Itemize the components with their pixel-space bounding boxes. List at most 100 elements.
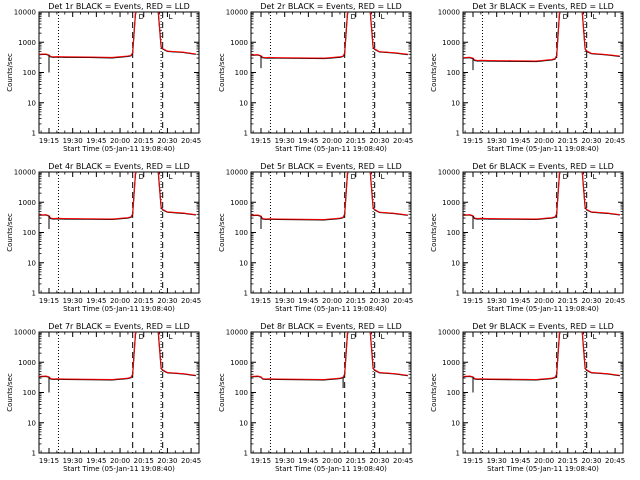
x-tick-label: 20:45	[181, 457, 201, 465]
x-tick-label: 20:15	[558, 457, 578, 465]
flag-marker: L	[169, 13, 173, 21]
panel-title: Det 4r BLACK = Events, RED = LLD	[48, 162, 190, 171]
x-tick-label: 19:30	[63, 297, 83, 305]
x-axis-label: Start Time (05-Jan-11 19:08:40)	[63, 465, 175, 473]
flag-marker: L	[169, 173, 173, 181]
detector-panel-9: Det 9r BLACK = Events, RED = LLD 1 10 100 10…	[430, 322, 625, 473]
y-tick-label: 100	[235, 389, 248, 397]
x-axis-label: Start Time (05-Jan-11 19:08:40)	[487, 145, 599, 153]
lld-series-line	[251, 172, 408, 220]
x-tick-label: 19:30	[275, 137, 295, 145]
x-tick-label: 20:45	[605, 297, 625, 305]
x-tick-label: 20:00	[534, 297, 554, 305]
y-axis-label: Counts/sec	[430, 53, 438, 92]
y-tick-label: 10000	[438, 329, 460, 337]
detector-panel-2: Det 2r BLACK = Events, RED = LLD 1 10 100 10…	[218, 2, 413, 153]
y-axis-label: Counts/sec	[218, 213, 226, 252]
y-tick-label: 10	[239, 419, 248, 427]
plot-frame	[38, 11, 200, 134]
flag-marker: L	[593, 173, 597, 181]
y-tick-label: 1000	[230, 359, 248, 367]
y-tick-label: 1	[244, 130, 248, 138]
series-group	[39, 332, 196, 393]
flag-marker: D	[351, 13, 356, 21]
x-tick-label: 20:15	[346, 457, 366, 465]
x-axis-label: Start Time (05-Jan-11 19:08:40)	[275, 305, 387, 313]
flag-marker: D	[139, 13, 144, 21]
detector-panel-8: Det 8r BLACK = Events, RED = LLD 1 10 100 10…	[218, 322, 413, 473]
y-axis-label: Counts/sec	[6, 53, 14, 92]
x-tick-label: 20:45	[393, 457, 413, 465]
y-tick-label: 1000	[18, 199, 36, 207]
y-tick-label: 100	[23, 69, 36, 77]
x-tick-label: 20:15	[346, 297, 366, 305]
lld-series-line	[251, 332, 408, 380]
plot-frame	[462, 171, 624, 294]
x-tick-label: 19:30	[275, 457, 295, 465]
x-axis-label: Start Time (05-Jan-11 19:08:40)	[487, 305, 599, 313]
x-tick-label: 19:15	[463, 457, 483, 465]
detector-panel-5: Det 5r BLACK = Events, RED = LLD 1 10 100 10…	[218, 162, 413, 313]
x-tick-label: 19:30	[487, 457, 507, 465]
x-tick-label: 19:45	[86, 297, 106, 305]
x-axis-label: Start Time (05-Jan-11 19:08:40)	[63, 305, 175, 313]
panel-title: Det 3r BLACK = Events, RED = LLD	[472, 2, 614, 11]
y-tick-label: 100	[447, 229, 460, 237]
plot-frame	[250, 331, 412, 454]
x-tick-label: 19:45	[510, 457, 530, 465]
x-tick-label: 19:45	[298, 137, 318, 145]
y-tick-label: 10	[239, 99, 248, 107]
x-tick-label: 20:00	[322, 457, 342, 465]
y-axis-label: Counts/sec	[218, 53, 226, 92]
x-tick-label: 20:00	[110, 137, 130, 145]
x-axis-label: Start Time (05-Jan-11 19:08:40)	[275, 465, 387, 473]
y-axis-label: Counts/sec	[430, 213, 438, 252]
flag-marker: L	[593, 13, 597, 21]
flag-marker: L	[381, 333, 385, 341]
y-tick-label: 1000	[442, 39, 460, 47]
x-tick-label: 20:30	[157, 457, 177, 465]
x-tick-label: 20:30	[157, 137, 177, 145]
series-group	[39, 12, 196, 73]
x-tick-label: 20:00	[322, 137, 342, 145]
y-tick-label: 10000	[14, 329, 36, 337]
x-tick-label: 19:15	[39, 297, 59, 305]
x-tick-label: 20:15	[558, 297, 578, 305]
lld-series-line	[39, 12, 196, 58]
y-tick-label: 1000	[18, 39, 36, 47]
lld-series-line	[463, 332, 620, 380]
detector-panel-3: Det 3r BLACK = Events, RED = LLD 1 10 100 10…	[430, 2, 625, 153]
x-axis-label: Start Time (05-Jan-11 19:08:40)	[63, 145, 175, 153]
y-tick-label: 10000	[226, 329, 248, 337]
plot-frame	[250, 11, 412, 134]
x-tick-label: 20:45	[605, 137, 625, 145]
x-tick-label: 19:15	[463, 297, 483, 305]
x-tick-label: 20:00	[534, 137, 554, 145]
x-tick-label: 19:15	[463, 137, 483, 145]
panel-title: Det 2r BLACK = Events, RED = LLD	[260, 2, 402, 11]
x-tick-label: 20:45	[393, 297, 413, 305]
lld-series-line	[39, 332, 196, 380]
x-tick-label: 19:15	[39, 137, 59, 145]
x-tick-label: 20:00	[322, 297, 342, 305]
flag-marker: D	[139, 333, 144, 341]
panel-title: Det 8r BLACK = Events, RED = LLD	[260, 322, 402, 331]
x-tick-label: 19:30	[63, 137, 83, 145]
x-tick-label: 20:45	[393, 137, 413, 145]
panel-title: Det 6r BLACK = Events, RED = LLD	[472, 162, 614, 171]
flag-marker: D	[563, 333, 568, 341]
x-tick-label: 20:30	[369, 137, 389, 145]
x-axis-label: Start Time (05-Jan-11 19:08:40)	[487, 465, 599, 473]
plot-frame	[462, 331, 624, 454]
y-tick-label: 10000	[226, 9, 248, 17]
x-tick-label: 19:45	[298, 457, 318, 465]
x-tick-label: 20:30	[581, 297, 601, 305]
detector-panel-4: Det 4r BLACK = Events, RED = LLD 1 10 100 10…	[6, 162, 201, 313]
x-tick-label: 19:45	[86, 137, 106, 145]
y-tick-label: 1000	[230, 199, 248, 207]
x-tick-label: 20:15	[558, 137, 578, 145]
flag-marker: L	[381, 173, 385, 181]
x-tick-label: 20:45	[181, 137, 201, 145]
y-tick-label: 10	[451, 259, 460, 267]
